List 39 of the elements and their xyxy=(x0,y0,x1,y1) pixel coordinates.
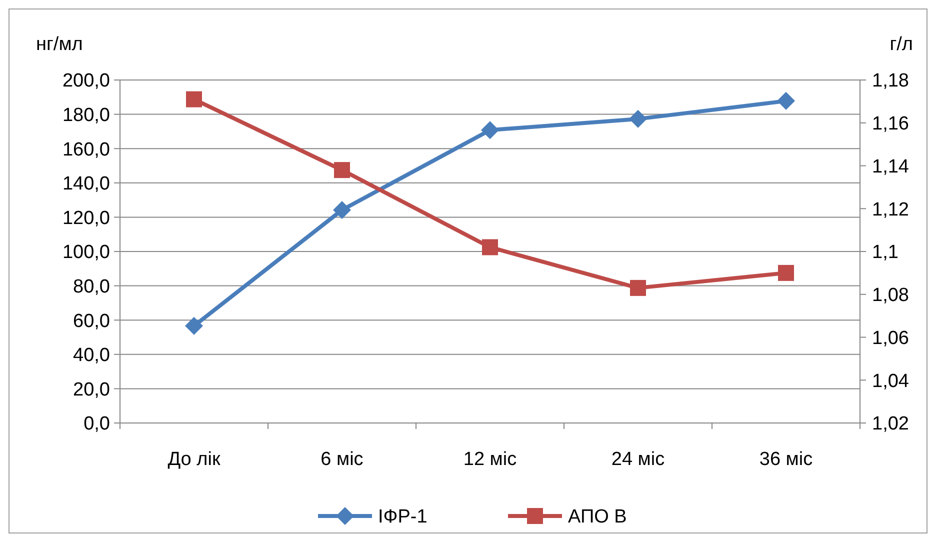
y-tick-label: 60,0 xyxy=(73,310,110,332)
y-tick-label: 160,0 xyxy=(62,139,110,160)
y2-tick-label: 1,02 xyxy=(872,414,909,435)
y-tick-label: 180,0 xyxy=(62,104,110,126)
y-tick-label: 80,0 xyxy=(73,276,110,298)
x-tick-label: До лік xyxy=(168,449,221,470)
point xyxy=(481,121,499,140)
point xyxy=(334,162,350,178)
point xyxy=(778,264,794,281)
y-tick-label: 120,0 xyxy=(62,208,110,229)
y2-tick-label: 1,18 xyxy=(872,70,909,92)
y2-axis-title: г/л xyxy=(890,34,913,55)
y2-tick-label: 1,12 xyxy=(872,199,909,220)
y-tick-label: 0,0 xyxy=(84,414,110,435)
point xyxy=(186,91,202,108)
y-tick-label: 40,0 xyxy=(73,345,110,366)
x-tick-label: 6 міс xyxy=(320,449,364,470)
y-tick-label: 100,0 xyxy=(62,242,110,264)
y2-tick-label: 1,06 xyxy=(872,328,909,349)
y2-tick-label: 1,08 xyxy=(872,285,909,306)
legend-label: АПО B xyxy=(568,506,627,528)
legend-label: ІФР-1 xyxy=(378,506,428,528)
point xyxy=(333,200,351,219)
point xyxy=(482,239,498,256)
y-tick-label: 140,0 xyxy=(62,174,110,195)
point xyxy=(629,110,647,128)
point xyxy=(777,92,795,110)
y-tick-label: 200,0 xyxy=(62,70,110,92)
y2-tick-label: 1,16 xyxy=(872,114,909,135)
y-tick-label: 20,0 xyxy=(73,379,110,400)
x-tick-label: 24 міс xyxy=(611,449,665,470)
y-axis-title: нг/мл xyxy=(36,34,83,55)
y2-tick-label: 1,1 xyxy=(872,242,898,264)
x-tick-label: 36 міс xyxy=(759,449,813,470)
y2-tick-label: 1,14 xyxy=(872,156,910,178)
point xyxy=(630,280,646,296)
x-tick-label: 12 міс xyxy=(463,449,517,470)
point xyxy=(185,316,203,335)
y2-tick-label: 1,04 xyxy=(872,370,910,392)
